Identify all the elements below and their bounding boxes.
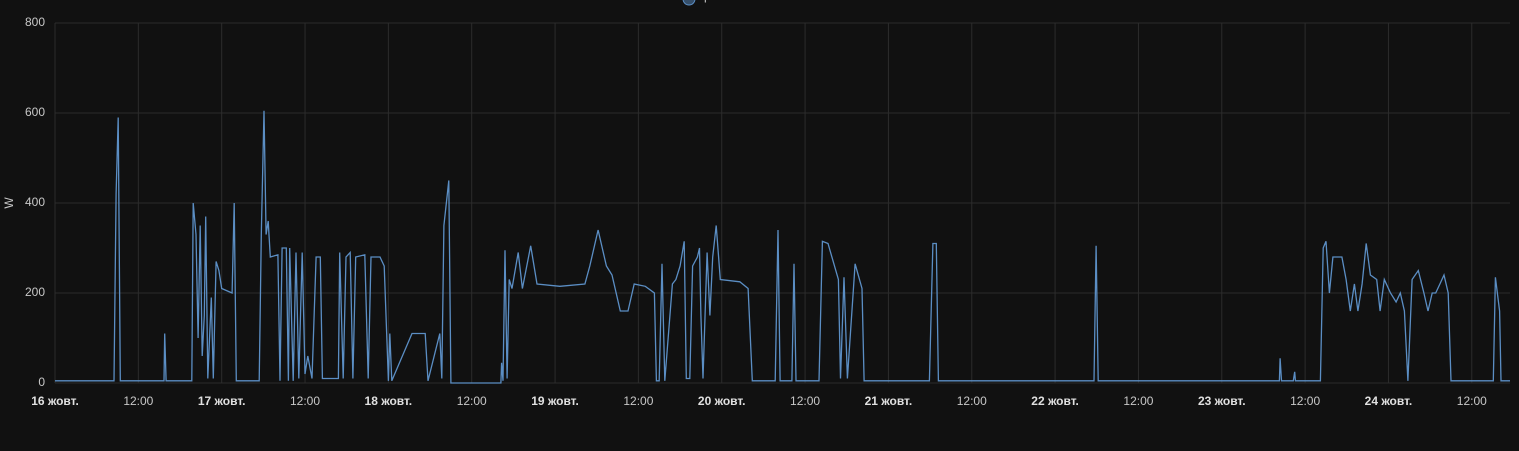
x-tick-label: 12:00 bbox=[1457, 394, 1487, 408]
y-tick-label: 600 bbox=[25, 105, 45, 119]
x-tick-label: 22 жовт. bbox=[1031, 394, 1079, 408]
x-tick-label: 12:00 bbox=[1123, 394, 1153, 408]
y-tick-label: 800 bbox=[25, 15, 45, 29]
series-line bbox=[55, 110, 1510, 384]
y-tick-label: 200 bbox=[25, 285, 45, 299]
x-tick-label: 12:00 bbox=[123, 394, 153, 408]
x-tick-label: 19 жовт. bbox=[531, 394, 579, 408]
x-tick-label: 21 жовт. bbox=[865, 394, 913, 408]
legend-label[interactable]: реле ТП живлення bbox=[704, 0, 808, 3]
legend-marker[interactable] bbox=[682, 0, 696, 6]
x-tick-label: 16 жовт. bbox=[31, 394, 79, 408]
x-tick-label: 12:00 bbox=[290, 394, 320, 408]
y-tick-label: 0 bbox=[38, 375, 45, 389]
x-tick-label: 12:00 bbox=[1290, 394, 1320, 408]
x-tick-label: 12:00 bbox=[457, 394, 487, 408]
x-tick-label: 18 жовт. bbox=[365, 394, 413, 408]
x-tick-label: 20 жовт. bbox=[698, 394, 746, 408]
x-tick-label: 17 жовт. bbox=[198, 394, 246, 408]
x-tick-label: 12:00 bbox=[790, 394, 820, 408]
x-tick-label: 24 жовт. bbox=[1365, 394, 1413, 408]
x-tick-label: 12:00 bbox=[957, 394, 987, 408]
x-tick-label: 23 жовт. bbox=[1198, 394, 1246, 408]
y-axis-label: W bbox=[2, 197, 16, 209]
y-tick-label: 400 bbox=[25, 195, 45, 209]
x-tick-label: 12:00 bbox=[623, 394, 653, 408]
